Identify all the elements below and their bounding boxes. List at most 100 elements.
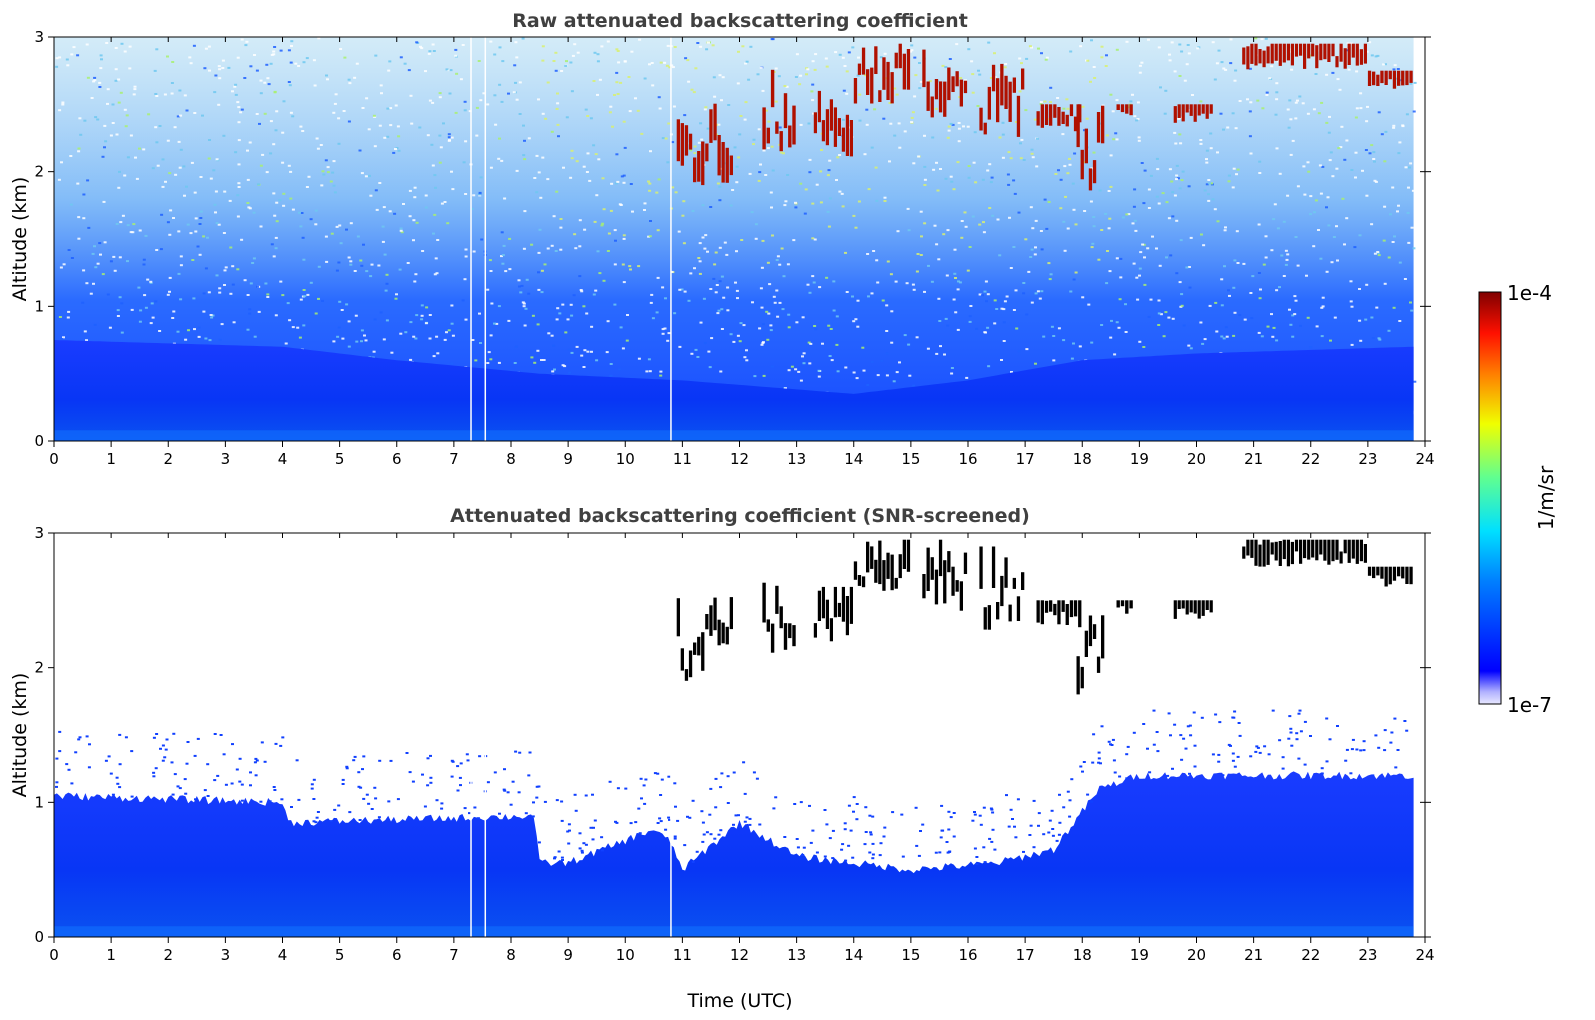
screened-pixel [466,759,470,762]
screened-pixel [593,819,597,822]
noise-pixel [1411,189,1415,192]
noise-pixel [811,202,815,205]
noise-pixel [1142,346,1146,348]
noise-pixel [1349,300,1353,303]
noise-pixel [312,59,316,62]
noise-pixel [866,384,870,386]
noise-pixel [1069,50,1073,53]
screened-pixel [634,821,638,824]
screened-pixel [914,806,918,809]
noise-pixel [817,375,821,378]
noise-pixel [546,247,550,250]
noise-pixel [1079,45,1083,48]
noise-pixel [622,234,626,237]
noise-pixel [1034,118,1037,121]
noise-pixel [757,179,761,182]
cloud-cell [841,586,845,622]
noise-pixel [1136,298,1140,301]
noise-pixel [596,53,600,56]
screened-pixel [815,851,819,854]
noise-pixel [1370,144,1374,147]
noise-pixel [121,214,125,217]
noise-pixel [199,176,203,178]
screened-pixel [591,838,595,841]
screened-pixel [74,751,78,754]
noise-pixel [714,251,718,254]
cloud-cell [684,125,689,156]
noise-pixel [939,345,942,348]
noise-pixel [990,176,994,179]
cloud-cell [762,107,766,150]
cloud-cell [1397,70,1401,86]
screened-pixel [614,820,617,823]
noise-pixel [1227,289,1230,292]
noise-pixel [101,273,105,276]
screened-pixel [582,842,586,845]
noise-pixel [179,298,183,301]
noise-pixel [531,314,535,317]
noise-pixel [1019,142,1022,145]
noise-pixel [1248,135,1252,138]
noise-pixel [756,73,760,76]
noise-pixel [399,227,403,230]
noise-pixel [661,286,665,289]
screened-pixel [1180,758,1184,761]
noise-pixel [923,178,927,181]
noise-pixel [192,297,196,300]
noise-pixel [1370,223,1374,226]
noise-pixel [514,81,517,84]
screened-pixel [362,755,366,758]
screened-pixel [1236,755,1240,758]
noise-pixel [1176,177,1180,180]
noise-pixel [989,181,993,184]
screened-pixel [1070,778,1074,781]
noise-pixel [1376,54,1380,57]
screened-pixel [183,778,187,781]
noise-pixel [388,210,392,213]
noise-pixel [1329,151,1333,154]
noise-pixel [622,120,626,123]
noise-pixel [261,153,265,156]
noise-pixel [1289,153,1293,156]
noise-pixel [281,294,285,297]
noise-pixel [1105,282,1109,285]
screened-pixel [176,785,180,788]
noise-pixel [92,282,95,285]
screened-pixel [426,757,430,760]
noise-pixel [1216,151,1219,154]
noise-pixel [472,351,476,354]
noise-pixel [1093,77,1097,79]
cloud-cell [1189,104,1193,116]
screened-pixel [591,793,594,796]
noise-pixel [340,309,344,311]
noise-pixel [369,275,373,278]
noise-pixel [1398,141,1402,144]
noise-pixel [297,65,301,67]
noise-pixel [1321,305,1325,308]
noise-pixel [1040,290,1044,293]
noise-pixel [857,200,861,203]
noise-pixel [220,323,224,326]
noise-pixel [1272,326,1276,329]
noise-pixel [76,182,80,185]
noise-pixel [1047,201,1051,203]
screened-pixel [640,797,643,800]
noise-pixel [1025,348,1029,351]
noise-pixel [885,304,889,307]
noise-pixel [556,123,560,126]
screened-pixel [1179,734,1183,737]
noise-pixel [1382,63,1386,66]
noise-pixel [742,324,746,327]
cloud-cell [813,623,817,638]
noise-pixel [284,342,288,345]
noise-pixel [557,135,560,138]
noise-pixel [91,252,95,255]
noise-pixel [957,140,961,143]
cloud-cell [991,64,996,92]
noise-pixel [1034,246,1037,249]
cloud-cell [1084,630,1088,657]
noise-pixel [920,235,923,238]
noise-pixel [267,83,271,86]
noise-pixel [706,127,710,130]
noise-pixel [237,121,241,124]
